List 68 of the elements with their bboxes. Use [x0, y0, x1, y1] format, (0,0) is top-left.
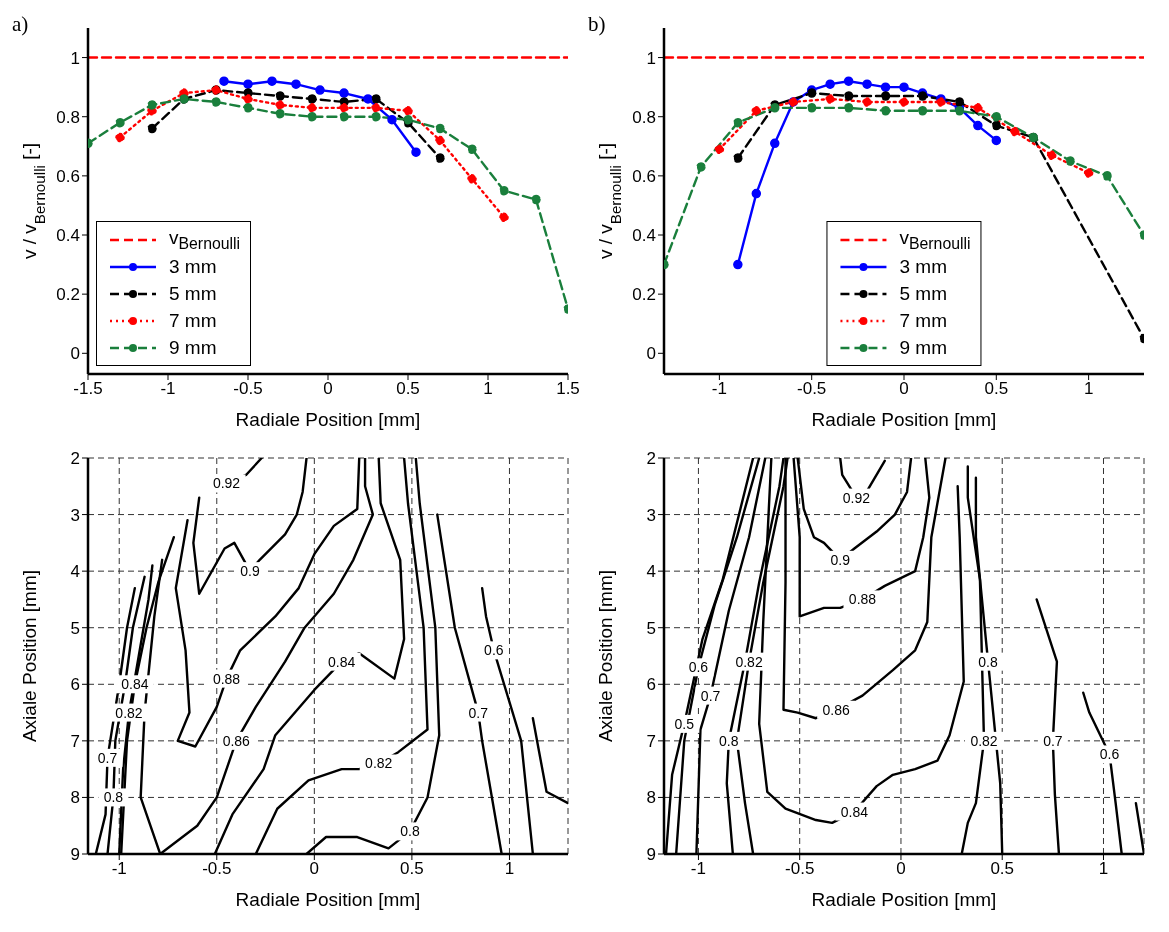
chart-title: a) [12, 12, 29, 37]
x-tick-label: 0.5 [400, 859, 424, 879]
y-tick-label: 2 [646, 449, 656, 469]
x-tick-label: -1 [160, 379, 176, 399]
y-tick-label: 7 [646, 731, 656, 751]
y-tick-label: 1 [70, 48, 80, 68]
y-tick-label: 3 [646, 505, 656, 525]
x-tick-label: -0.5 [233, 379, 263, 399]
y-tick-label: 4 [646, 562, 656, 582]
y-axis-title: Axiale Position [mm] [19, 569, 40, 743]
legend-label: 5 mm [899, 282, 947, 305]
legend-label: 7 mm [169, 309, 217, 332]
y-tick-label: 8 [70, 788, 80, 808]
y-tick-label: 0 [646, 344, 656, 364]
y-tick-label: 6 [70, 675, 80, 695]
y-tick-label: 0.8 [632, 107, 656, 127]
x-tick-label: 0 [896, 859, 906, 879]
x-tick-label: -0.5 [785, 859, 815, 879]
y-tick-label: 0.2 [632, 285, 656, 305]
legend-label: 3 mm [899, 255, 947, 278]
x-tick-label: 0.5 [396, 379, 420, 399]
y-tick-label: 0.6 [632, 166, 656, 186]
y-tick-label: 0.4 [56, 226, 80, 246]
y-tick-label: 7 [70, 731, 80, 751]
x-axis-title: Radiale Position [mm] [235, 889, 421, 910]
chart-title: b) [588, 12, 606, 37]
x-tick-label: -1 [111, 859, 127, 879]
x-axis-title: Radiale Position [mm] [235, 409, 421, 430]
y-tick-label: 9 [70, 845, 80, 865]
y-tick-label: 5 [70, 618, 80, 638]
legend-label: 9 mm [169, 336, 217, 359]
x-tick-label: 1 [1083, 379, 1094, 399]
x-tick-label: 1 [504, 859, 515, 879]
legend-label: 5 mm [169, 282, 217, 305]
y-tick-label: 3 [70, 505, 80, 525]
y-tick-label: 1 [646, 48, 656, 68]
legend-label: 9 mm [899, 336, 947, 359]
x-tick-label: 0.5 [984, 379, 1009, 399]
y-tick-label: 6 [646, 675, 656, 695]
y-tick-label: 0.4 [632, 226, 656, 246]
x-tick-label: 1.5 [556, 379, 580, 399]
y-tick-label: 4 [70, 562, 80, 582]
y-tick-label: 0.6 [56, 166, 80, 186]
y-tick-label: 0 [70, 344, 80, 364]
y-axis-title: Axiale Position [mm] [595, 569, 616, 743]
y-tick-label: 9 [646, 845, 656, 865]
legend-label: v$_{Bernoulli}$ [169, 226, 241, 253]
x-tick-label: -1 [711, 379, 727, 399]
x-tick-label: 0 [309, 859, 320, 879]
x-axis-title: Radiale Position [mm] [811, 409, 997, 430]
x-tick-label: 0.5 [990, 859, 1015, 879]
legend-label: 3 mm [169, 255, 217, 278]
y-tick-label: 0.8 [56, 107, 80, 127]
x-tick-label: -0.5 [202, 859, 232, 879]
y-tick-label: 8 [646, 788, 656, 808]
legend-label: v$_{Bernoulli}$ [899, 226, 971, 253]
legend-label: 7 mm [899, 309, 947, 332]
y-tick-label: 5 [646, 618, 656, 638]
x-tick-label: 1 [1098, 859, 1109, 879]
x-tick-label: 0 [323, 379, 333, 399]
x-tick-label: 0 [899, 379, 909, 399]
x-tick-label: -0.5 [797, 379, 827, 399]
x-tick-label: -1 [690, 859, 706, 879]
y-tick-label: 0.2 [56, 285, 80, 305]
x-tick-label: 1 [483, 379, 493, 399]
y-tick-label: 2 [70, 449, 80, 469]
x-axis-title: Radiale Position [mm] [811, 889, 997, 910]
x-tick-label: -1.5 [73, 379, 103, 399]
